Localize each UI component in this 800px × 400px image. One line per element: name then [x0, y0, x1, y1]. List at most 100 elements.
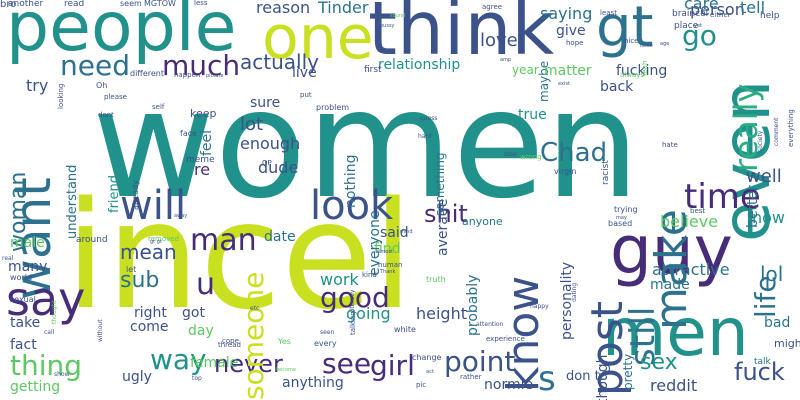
word-everything: everything	[787, 109, 795, 147]
word-point: point	[444, 345, 516, 378]
word-time: time	[684, 177, 761, 217]
word-said: said	[380, 225, 409, 241]
word-act: act	[426, 369, 434, 375]
word-become: become	[276, 367, 297, 373]
word-u: u	[196, 267, 216, 302]
word-will: will	[120, 183, 187, 229]
word-year: year	[512, 63, 539, 77]
word-place: place	[674, 21, 699, 31]
word-around: around	[76, 235, 108, 245]
word-work: work	[320, 270, 359, 289]
word-guess: guess	[420, 115, 438, 122]
word-girl: girl	[370, 349, 415, 382]
word-incel: incel	[65, 170, 414, 342]
word-well: well	[746, 166, 782, 187]
word-hope: hope	[566, 39, 584, 47]
word-white: white	[394, 325, 416, 334]
word-kind: kind	[362, 271, 377, 279]
word-literally: literally	[349, 289, 356, 312]
word-less: less	[194, 0, 208, 7]
word-put: put	[300, 91, 312, 99]
word-top: top	[192, 375, 202, 382]
word-see: see	[322, 347, 372, 380]
word-every: every	[314, 339, 337, 348]
word-already: already	[131, 180, 140, 210]
word-hate: hate	[662, 141, 678, 149]
word-matter: matter	[544, 63, 592, 79]
word-attractive: attractive	[652, 260, 730, 279]
word-re: re	[194, 160, 211, 179]
word-got: got	[182, 305, 205, 321]
word-picture: picture	[206, 73, 224, 79]
word-removed: removed	[148, 235, 180, 243]
word-looking: looking	[57, 83, 65, 109]
word-someone: someone	[237, 271, 270, 400]
word-oh: Oh	[96, 81, 108, 90]
word-may: may	[616, 215, 627, 221]
word-take: take	[10, 315, 41, 331]
word-thought: thought	[51, 300, 58, 324]
word-way: way	[150, 343, 207, 376]
word-happy: happy	[530, 303, 549, 310]
word-nice: nice	[624, 37, 639, 45]
word-problem: problem	[316, 103, 350, 112]
word-braincel: braincel	[672, 9, 709, 19]
word-exist: exist	[558, 81, 570, 87]
word-fucking: fucking	[616, 63, 668, 79]
word-thing: thing	[10, 349, 83, 382]
word-though: though	[595, 354, 611, 400]
word-go: go	[682, 19, 717, 52]
word-sure: sure	[250, 95, 281, 111]
word-gt: gt	[596, 0, 654, 60]
word-self: self	[152, 103, 165, 111]
word-say: say	[6, 272, 86, 326]
word-virgin: virgin	[554, 167, 577, 176]
word-mind: mind	[400, 229, 413, 235]
word-mean: mean	[120, 240, 177, 264]
word-please: please	[104, 93, 127, 101]
word-racist: racist	[601, 160, 611, 185]
word-without: without	[97, 319, 104, 342]
word-almost: almost	[376, 249, 393, 255]
word-better: better	[745, 185, 761, 228]
word-talking: talking	[349, 311, 357, 335]
word-always: always	[620, 71, 645, 79]
word-women: women	[92, 58, 640, 232]
word-relationship: relationship	[378, 57, 461, 73]
word-understand: understand	[65, 164, 80, 239]
word-try: try	[26, 76, 49, 95]
word-another: another	[8, 0, 44, 9]
word-true: true	[518, 107, 547, 123]
word-comment: comment	[773, 117, 780, 146]
word-etc: etc	[250, 305, 260, 312]
word-dude: dude	[258, 158, 299, 177]
word-many: many	[8, 259, 48, 275]
word-nothing: nothing	[343, 154, 359, 208]
word-world: world	[10, 273, 33, 282]
word-person: person	[690, 0, 745, 19]
word-dont: dont	[98, 111, 114, 119]
word-live: live	[292, 65, 317, 81]
word-going: going	[346, 304, 391, 323]
word-least: least	[600, 9, 617, 17]
word-stop: stop	[504, 151, 517, 158]
word-one: one	[262, 3, 374, 73]
word-seen: seen	[320, 329, 335, 336]
word-something: something	[433, 152, 447, 216]
word-dating: dating	[571, 282, 578, 302]
word-sexual: sexual	[10, 295, 36, 304]
word-yeah: Yeah	[641, 60, 649, 77]
word-seem: seem	[120, 0, 142, 8]
word-fuck: fuck	[734, 358, 785, 386]
word-now: now	[752, 208, 786, 227]
word-men: men	[602, 294, 749, 371]
word-amp: amp	[500, 57, 512, 63]
word-female: female	[190, 355, 239, 371]
word-truth: truth	[426, 275, 446, 284]
word-anything: anything	[282, 375, 344, 391]
word-saying: saying	[540, 4, 593, 23]
word-come: come	[130, 319, 169, 335]
word-different: different	[130, 69, 164, 78]
word-male: male	[10, 235, 45, 251]
word-mgtow: MGTOW	[144, 0, 176, 8]
